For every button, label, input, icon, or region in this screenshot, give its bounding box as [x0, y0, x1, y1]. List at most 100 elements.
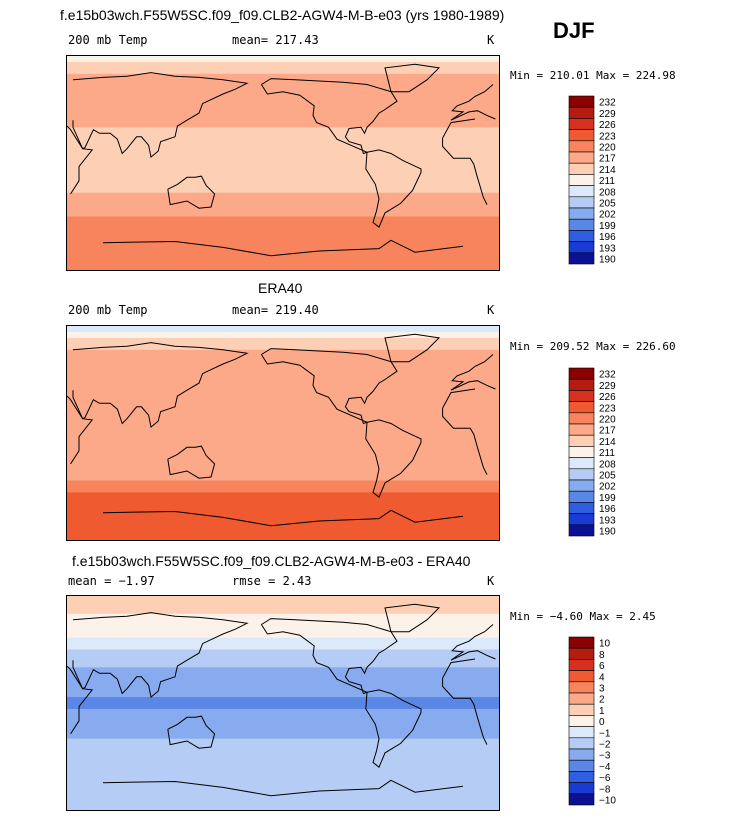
panel-2-units-label: K	[487, 303, 495, 317]
panel-1-minmax-label: Min = 210.01 Max = 224.98	[510, 69, 676, 82]
colorbar-label: 199	[599, 493, 616, 504]
map-1-band	[67, 168, 499, 176]
colorbar-label: 205	[599, 199, 616, 210]
coastline	[260, 78, 398, 155]
coastline	[260, 618, 398, 695]
map-2-band	[67, 355, 499, 363]
map-1-band	[67, 133, 499, 140]
colorbar-swatch	[568, 185, 595, 198]
colorbar-swatch	[568, 502, 595, 514]
panel-2-map	[66, 325, 500, 541]
colorbar-swatch	[568, 513, 595, 526]
colorbar-swatch	[568, 106, 595, 119]
coastline	[365, 149, 422, 229]
panel-3-map	[66, 595, 500, 811]
panel-3-units-label: K	[487, 574, 495, 588]
map-1-band	[67, 192, 499, 200]
map-1-band	[67, 216, 499, 224]
map-3-band	[67, 703, 499, 710]
panel-1-map-svg	[67, 56, 499, 270]
map-3-band	[67, 625, 499, 633]
colorbar-label: −3	[599, 751, 611, 762]
panel-1-mean-label: mean= 217.43	[232, 33, 319, 47]
coastline	[384, 603, 441, 633]
map-2-band	[67, 367, 499, 375]
panel-3-mean-label: mean = −1.97	[68, 574, 155, 588]
map-1-band	[67, 109, 499, 117]
map-3-band	[67, 768, 499, 775]
colorbar-swatch	[568, 218, 595, 231]
colorbar-label: −8	[599, 784, 611, 795]
panel-3-rmse-label: rmse = 2.43	[232, 574, 312, 588]
colorbar-label: 220	[599, 415, 616, 426]
map-3-band	[67, 798, 499, 805]
colorbar-label: 202	[599, 210, 616, 221]
map-3-band	[67, 774, 499, 781]
colorbar-swatch	[568, 457, 595, 470]
map-3-band	[67, 619, 499, 627]
colorbar-swatch	[568, 367, 595, 380]
map-3-band	[67, 762, 499, 769]
colorbar-swatch	[568, 759, 595, 772]
map-1-band	[67, 127, 499, 134]
map-2-band	[67, 397, 499, 404]
colorbar-label: 211	[599, 448, 615, 459]
colorbar-swatch	[568, 636, 595, 649]
colorbar-swatch	[568, 378, 595, 391]
map-2-band	[67, 522, 499, 529]
map-3-band	[67, 792, 499, 799]
colorbar-swatch	[568, 748, 595, 761]
map-2-band	[67, 385, 499, 392]
map-1-band	[67, 56, 499, 63]
colorbar-label: −1	[599, 728, 611, 739]
colorbar-swatch	[568, 423, 595, 436]
map-2-band	[67, 343, 499, 351]
colorbar-swatch	[568, 468, 595, 481]
coastline	[167, 175, 216, 209]
colorbar-label: 220	[599, 143, 616, 154]
map-2-band	[67, 486, 499, 494]
panel-1-map	[66, 55, 500, 271]
map-2-band	[67, 391, 499, 398]
map-3-band	[67, 631, 499, 639]
map-2-band	[67, 349, 499, 357]
map-3-band	[67, 613, 499, 621]
map-1-band	[67, 163, 499, 170]
colorbar-swatch	[568, 737, 595, 750]
map-1-band	[67, 204, 499, 212]
map-2-band	[67, 379, 499, 387]
colorbar-swatch	[568, 196, 595, 209]
colorbar-swatch	[568, 524, 595, 537]
coastline	[102, 509, 464, 527]
colorbar-swatch	[568, 647, 595, 660]
colorbar-swatch	[568, 771, 595, 783]
colorbar-label: 0	[599, 717, 605, 728]
map-2-band	[67, 337, 499, 345]
colorbar-swatch	[568, 390, 595, 402]
map-2-band	[67, 456, 499, 464]
colorbar-swatch	[568, 151, 595, 164]
colorbar-label: −10	[599, 796, 616, 807]
map-1-band	[67, 103, 499, 111]
coastline	[67, 388, 488, 475]
map-2-band	[67, 427, 499, 434]
colorbar-label: 229	[599, 109, 616, 120]
map-1-band	[67, 180, 499, 188]
map-3-band	[67, 750, 499, 758]
colorbar-swatch	[568, 241, 595, 254]
map-3-band	[67, 601, 499, 609]
colorbar-label: 202	[599, 482, 616, 493]
map-1-band	[67, 240, 499, 247]
colorbar-label: 10	[599, 639, 611, 650]
map-3-band	[67, 744, 499, 752]
map-3-band	[67, 697, 499, 704]
map-1-band	[67, 61, 499, 69]
map-3-band	[67, 786, 499, 793]
colorbar-label: 199	[599, 221, 616, 232]
colorbar-label: 214	[599, 437, 616, 448]
map-2-band	[67, 450, 499, 458]
colorbar-label: 196	[599, 232, 616, 243]
map-1-band	[67, 174, 499, 182]
map-2-band	[67, 504, 499, 511]
colorbar-label: 8	[599, 650, 605, 661]
